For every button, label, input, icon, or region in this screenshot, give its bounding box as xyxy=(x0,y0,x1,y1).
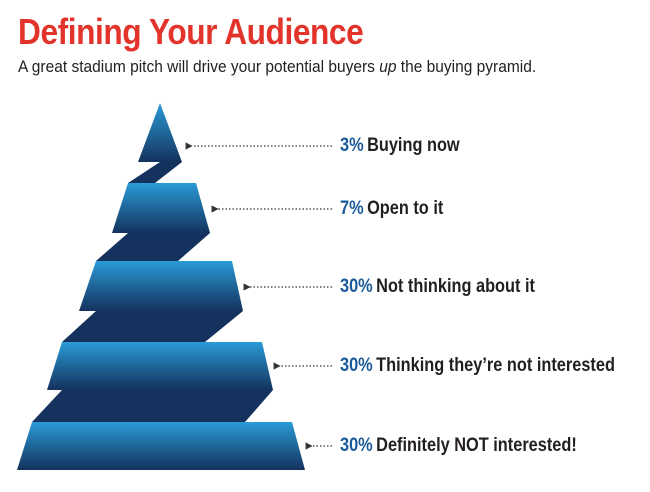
tier-percent: 30% xyxy=(340,435,373,456)
tier-text: Buying now xyxy=(367,135,460,156)
tier-text: Not thinking about it xyxy=(376,276,535,297)
tier-label-buying-now: 3% Buying now xyxy=(340,135,460,157)
tier-percent: 7% xyxy=(340,198,364,219)
pyramid-connector-1 xyxy=(128,162,182,183)
tier-percent: 30% xyxy=(340,355,373,376)
tier-label-thinking-not-interested: 30% Thinking they’re not interested xyxy=(340,355,615,377)
tier-text: Definitely NOT interested! xyxy=(376,435,577,456)
pyramid-tier-definitely-not-interested xyxy=(17,422,305,470)
tier-percent: 3% xyxy=(340,135,364,156)
subtitle-text-before: A great stadium pitch will drive your po… xyxy=(18,58,380,76)
pyramid-tier-not-thinking xyxy=(79,261,243,311)
pyramid-tier-open-to-it xyxy=(112,183,210,233)
page-subtitle: A great stadium pitch will drive your po… xyxy=(18,57,536,77)
page-title: Defining Your Audience xyxy=(18,11,364,52)
pyramid-connector-3 xyxy=(62,311,243,342)
pyramid-tier-thinking-not-interested xyxy=(47,342,273,390)
tier-text: Thinking they’re not interested xyxy=(376,355,615,376)
tier-percent: 30% xyxy=(340,276,373,297)
pyramid-connector-4 xyxy=(32,390,273,422)
tier-label-not-thinking: 30% Not thinking about it xyxy=(340,276,535,298)
tier-label-open-to-it: 7% Open to it xyxy=(340,198,443,220)
subtitle-emphasis: up xyxy=(379,58,397,76)
subtitle-text-after: the buying pyramid. xyxy=(396,58,537,76)
tier-text: Open to it xyxy=(367,198,444,219)
pyramid-connector-2 xyxy=(96,233,210,261)
tier-label-definitely-not-interested: 30% Definitely NOT interested! xyxy=(340,435,577,457)
pyramid-tier-buying-now xyxy=(138,103,182,162)
